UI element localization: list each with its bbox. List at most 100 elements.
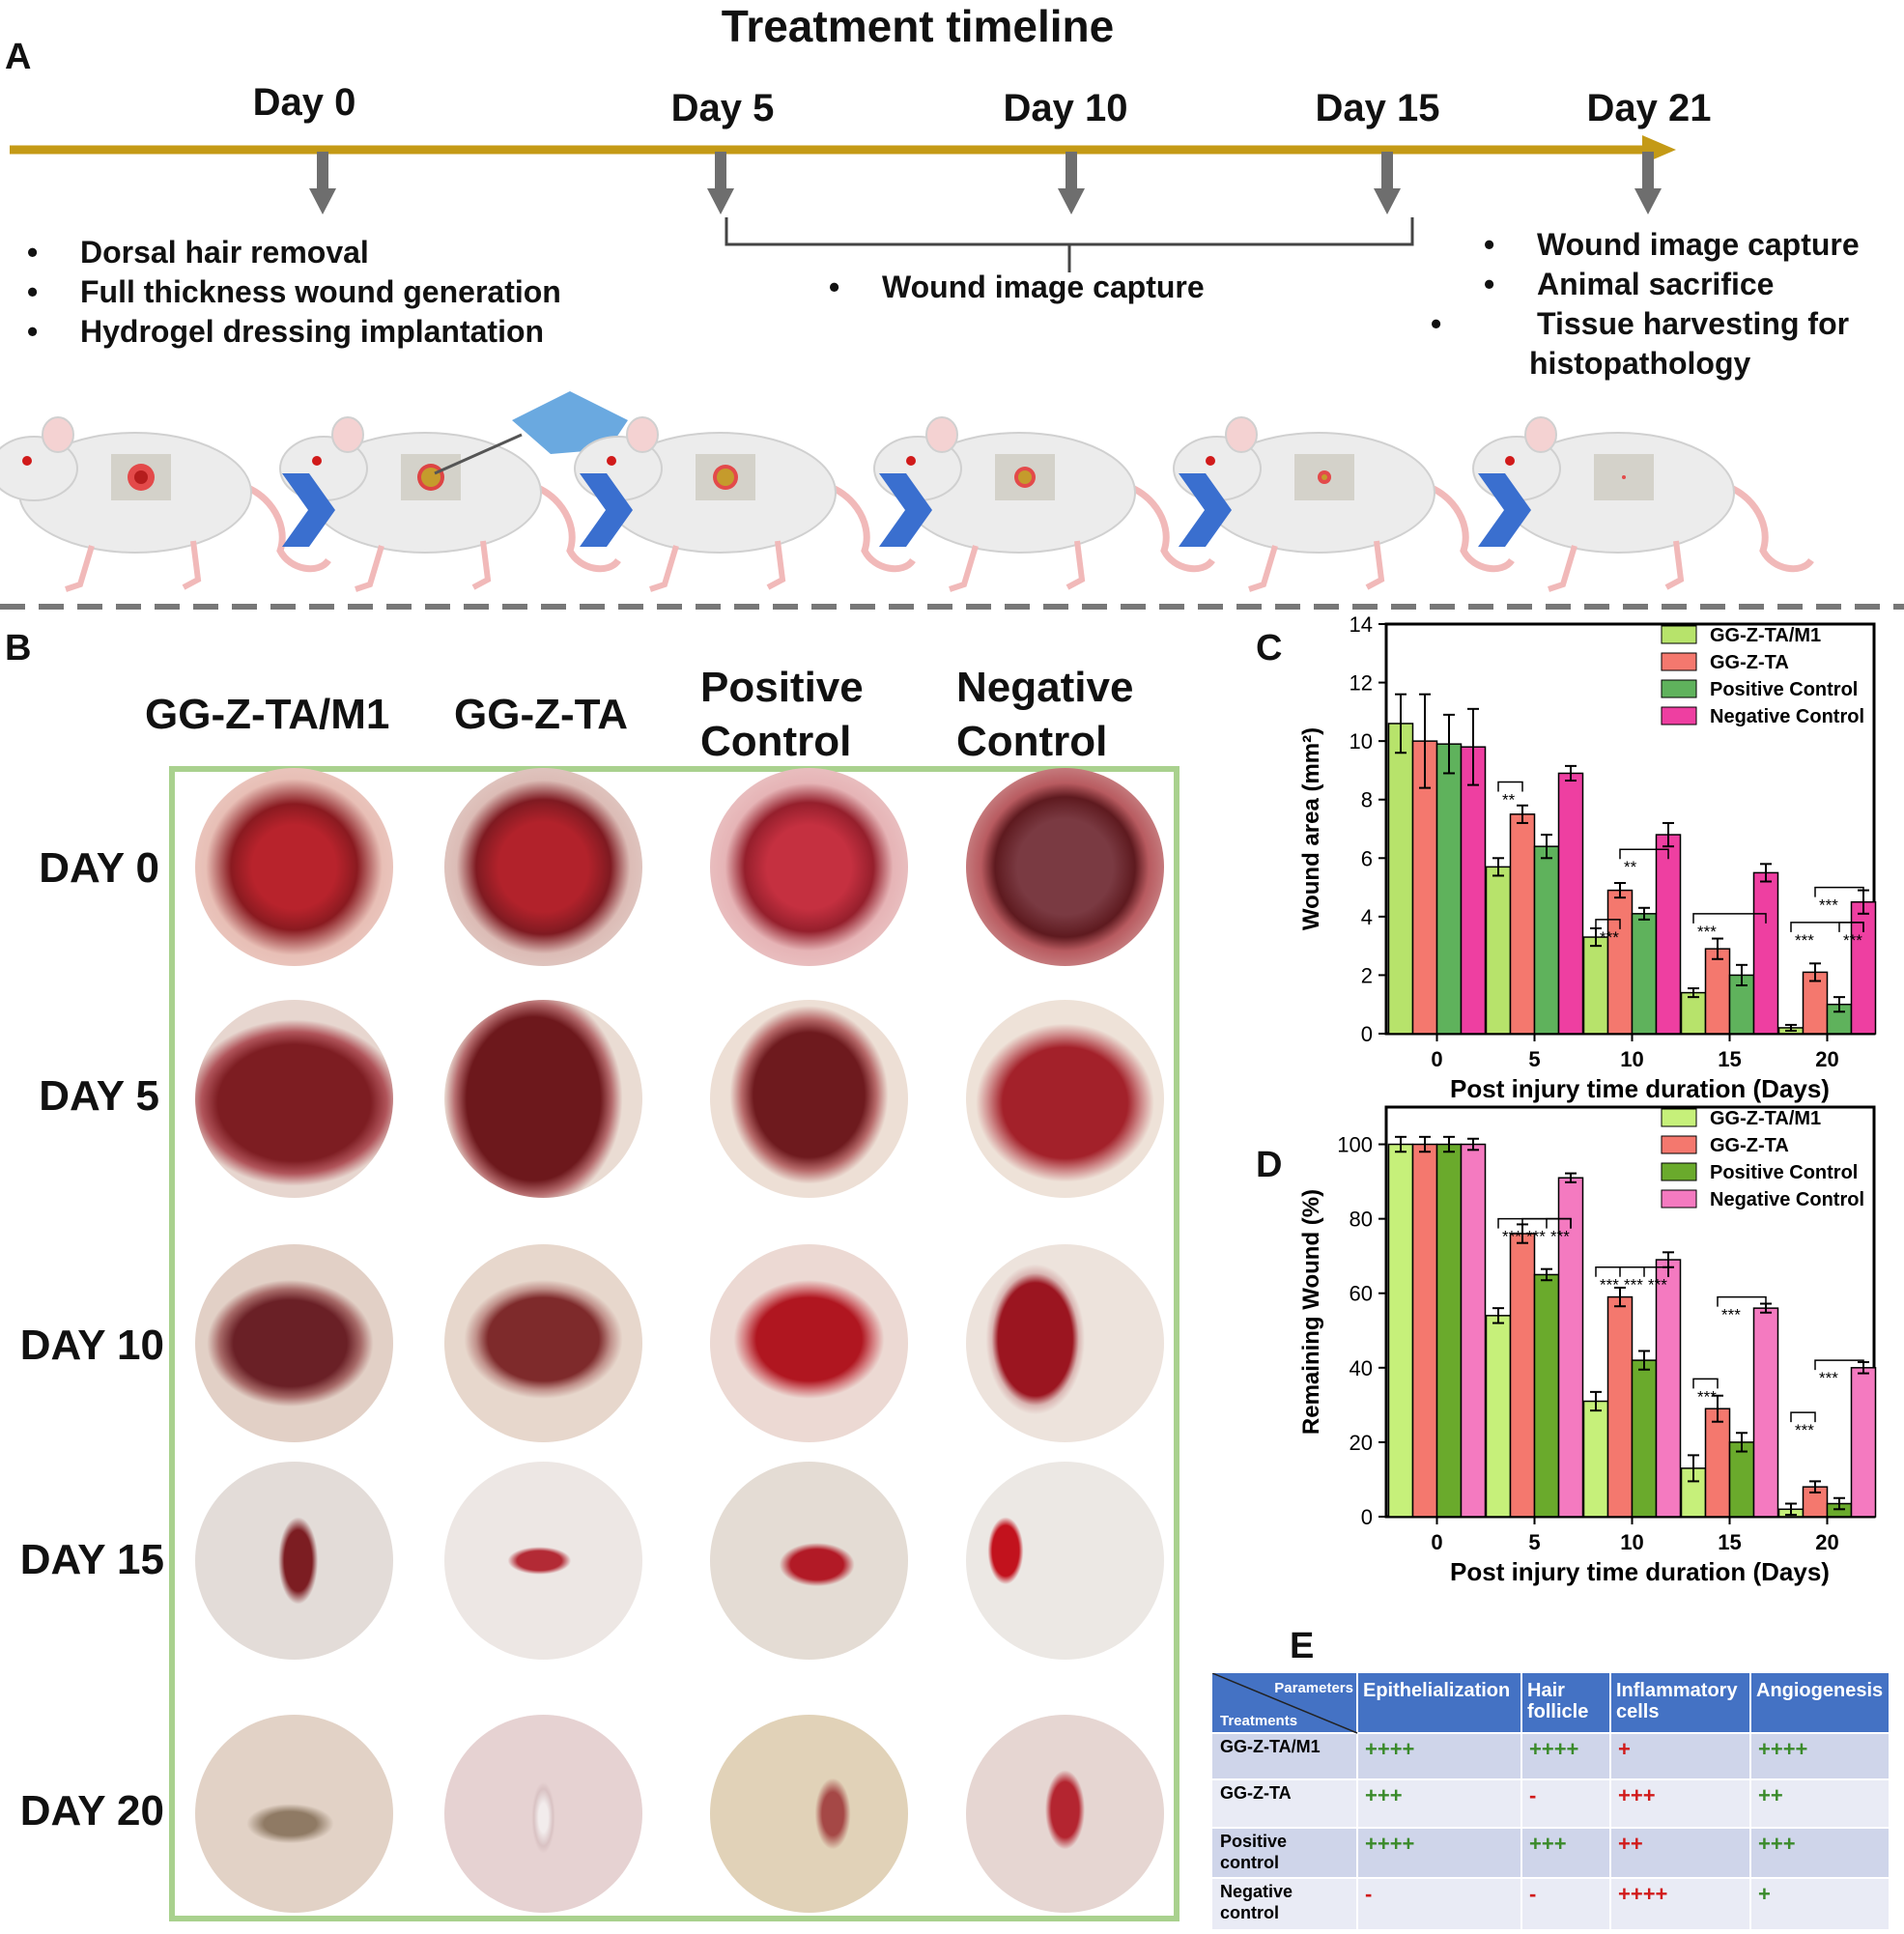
table-row-treatment: GG-Z-TA [1220,1783,1292,1803]
significance-label: *** [1795,1421,1814,1439]
x-tick-label: 15 [1718,1530,1741,1554]
bar [1704,948,1731,1035]
significance-bracket [1643,1266,1669,1277]
legend-label: GG-Z-TA/M1 [1710,625,1821,646]
table-corner-parameters: Parameters [1274,1680,1353,1696]
x-tick-label: 20 [1815,1530,1838,1554]
significance-bracket [1814,1359,1864,1371]
day21-bullet-list: Wound image capture Animal sacrifice Tis… [1476,225,1901,384]
x-tick-label: 5 [1528,1047,1540,1071]
tick-arrow-day21-shaft [1642,152,1654,190]
bar [1631,913,1658,1035]
table-corner-diagonal [1212,1673,1358,1734]
significance-label: *** [1843,931,1862,950]
legend-label: Negative Control [1710,706,1864,727]
x-axis-label: Post injury time duration (Days) [1450,1557,1830,1586]
timeline-day-5: Day 5 [670,87,775,129]
table-cell-score: - [1529,1783,1536,1807]
significance-bracket [1790,1411,1816,1423]
bar [1485,1315,1512,1518]
wound-photo [444,1462,642,1660]
wound-photo [966,1000,1164,1198]
timeline-capture-bracket [725,217,1414,272]
tick-arrow-day0-shaft [317,152,328,190]
day0-bullet-list: Dorsal hair removal Full thickness wound… [19,233,561,352]
remaining-wound-chart: 0 20 40 60 80 100 Remaining Wound (%) 0 5 10 15 20 P… [1298,1105,1877,1586]
legend-label: GG-Z-TA [1710,652,1789,673]
bar [1387,723,1414,1035]
table-header-cell: Hair follicle [1527,1680,1588,1722]
y-tick-label: 4 [1361,905,1373,929]
timeline-day-10: Day 10 [1003,87,1128,129]
table-cell-score: ++++ [1529,1737,1578,1761]
x-tick-label: 0 [1431,1530,1442,1554]
wound-photo [966,1462,1164,1660]
day0-bullet: Full thickness wound generation [19,272,561,312]
bar [1582,936,1609,1035]
table-row-treatment: GG-Z-TA/M1 [1220,1737,1321,1756]
photo-row-header: DAY 5 [39,1072,159,1120]
photo-row-header: DAY 0 [39,844,159,892]
bar [1802,971,1829,1035]
table-cell-score: +++ [1529,1832,1567,1856]
tick-arrow-day21-head [1634,188,1662,214]
significance-bracket [1692,1378,1719,1389]
bar [1728,1441,1755,1518]
bar [1850,900,1877,1035]
bar [1509,813,1536,1035]
table-cell-score: + [1758,1882,1771,1906]
significance-label: *** [1600,928,1619,947]
timeline-day-15: Day 15 [1315,87,1440,129]
mouse-day21 [1473,417,1811,589]
table-cell-score: - [1365,1882,1372,1906]
y-tick-label: 0 [1361,1022,1373,1046]
significance-bracket [1546,1217,1572,1229]
mouse-illustration-row [0,391,1904,594]
wound-photo [966,1715,1164,1913]
photo-col-header: Positive Control [700,664,864,765]
legend-label: Positive Control [1710,679,1858,700]
table-cell-score: ++++ [1365,1737,1414,1761]
y-tick-label: 2 [1361,963,1373,987]
significance-label: *** [1526,1228,1546,1246]
bar [1460,746,1487,1035]
significance-label: *** [1721,1306,1741,1324]
significance-label: *** [1819,896,1838,915]
bar [1802,1486,1829,1518]
tick-arrow-day15-head [1374,188,1401,214]
table-header-bg [1212,1673,1889,1733]
significance-label: *** [1819,1369,1838,1387]
bar [1557,1177,1584,1518]
significance-label: *** [1550,1228,1570,1246]
bar [1680,991,1707,1035]
bar [1411,1143,1438,1518]
legend-label: Positive Control [1710,1162,1858,1183]
wound-photo [195,1244,393,1442]
wound-photo [710,1000,908,1198]
bar [1606,1295,1634,1518]
photo-col-header: GG-Z-TA/M1 [145,691,390,738]
table-header-cell: Angiogenesis [1756,1680,1883,1701]
y-tick-label: 40 [1350,1356,1373,1380]
wound-photo [444,1244,642,1442]
x-tick-label: 0 [1431,1047,1442,1071]
significance-bracket [1497,781,1523,792]
table-row-treatment: Positive control [1220,1832,1287,1872]
y-axis-label: Wound area (mm²) [1298,727,1324,930]
x-tick-label: 15 [1718,1047,1741,1071]
y-axis-label: Remaining Wound (%) [1298,1189,1324,1435]
legend-swatch [1661,706,1697,725]
y-tick-label: 6 [1361,846,1373,870]
significance-label: *** [1697,923,1717,941]
photo-col-header: Negative Control [956,664,1134,765]
x-tick-label: 10 [1620,1047,1643,1071]
wound-photo [966,768,1164,966]
bar [1533,845,1560,1035]
legend-swatch [1661,1135,1697,1154]
mid-bullet: Wound image capture [821,268,1205,307]
bar [1557,772,1584,1035]
significance-label: *** [1697,1387,1717,1406]
table-cell-score: ++++ [1365,1832,1414,1856]
significance-bracket [1814,886,1864,897]
table-cell-score: ++++ [1618,1882,1667,1906]
